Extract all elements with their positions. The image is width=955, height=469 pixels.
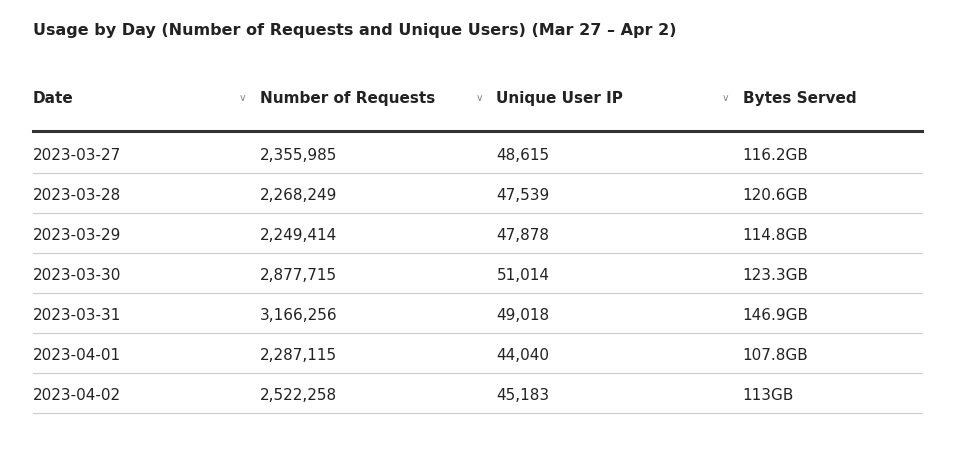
- Text: 48,615: 48,615: [497, 148, 549, 163]
- Text: 123.3GB: 123.3GB: [743, 268, 809, 283]
- Text: 51,014: 51,014: [497, 268, 549, 283]
- Text: 2023-03-27: 2023-03-27: [32, 148, 121, 163]
- Text: ∨: ∨: [239, 93, 246, 103]
- Text: 2023-03-28: 2023-03-28: [32, 188, 121, 203]
- Text: 2,249,414: 2,249,414: [260, 228, 337, 243]
- Text: 116.2GB: 116.2GB: [743, 148, 809, 163]
- Text: 2023-03-29: 2023-03-29: [32, 228, 121, 243]
- Text: 44,040: 44,040: [497, 348, 549, 363]
- Text: 120.6GB: 120.6GB: [743, 188, 809, 203]
- Text: 2,877,715: 2,877,715: [260, 268, 337, 283]
- Text: 2023-03-30: 2023-03-30: [32, 268, 121, 283]
- Text: 114.8GB: 114.8GB: [743, 228, 808, 243]
- Text: 113GB: 113GB: [743, 388, 794, 403]
- Text: 45,183: 45,183: [497, 388, 549, 403]
- Text: 47,539: 47,539: [497, 188, 550, 203]
- Text: 107.8GB: 107.8GB: [743, 348, 808, 363]
- Text: 2,268,249: 2,268,249: [260, 188, 337, 203]
- Text: 49,018: 49,018: [497, 308, 549, 323]
- Text: 2023-03-31: 2023-03-31: [32, 308, 121, 323]
- Text: 2,287,115: 2,287,115: [260, 348, 337, 363]
- Text: ∨: ∨: [722, 93, 730, 103]
- Text: 2023-04-02: 2023-04-02: [32, 388, 120, 403]
- Text: Date: Date: [32, 91, 74, 106]
- Text: 47,878: 47,878: [497, 228, 549, 243]
- Text: 2,355,985: 2,355,985: [260, 148, 337, 163]
- Text: 2023-04-01: 2023-04-01: [32, 348, 120, 363]
- Text: Number of Requests: Number of Requests: [260, 91, 435, 106]
- Text: 3,166,256: 3,166,256: [260, 308, 337, 323]
- Text: 2,522,258: 2,522,258: [260, 388, 337, 403]
- Text: 146.9GB: 146.9GB: [743, 308, 809, 323]
- Text: Usage by Day (Number of Requests and Unique Users) (Mar 27 – Apr 2): Usage by Day (Number of Requests and Uni…: [32, 23, 676, 38]
- Text: Bytes Served: Bytes Served: [743, 91, 857, 106]
- Text: Unique User IP: Unique User IP: [497, 91, 624, 106]
- Text: ∨: ∨: [476, 93, 483, 103]
